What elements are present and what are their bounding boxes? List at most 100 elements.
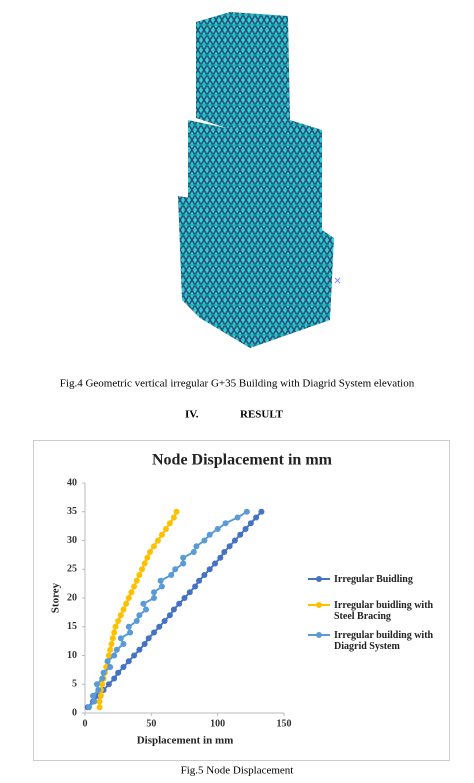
data-point	[154, 537, 161, 544]
data-point	[125, 623, 132, 630]
chart-frame	[33, 440, 450, 761]
x-tick-label: 0	[83, 718, 88, 729]
data-point	[221, 549, 228, 555]
data-point	[157, 577, 164, 584]
data-point	[192, 583, 199, 590]
data-point	[95, 687, 102, 693]
data-point	[111, 675, 118, 682]
x-tick-label: 150	[277, 718, 292, 729]
data-point	[136, 572, 143, 578]
data-point	[158, 583, 165, 590]
y-tick-label: 35	[67, 506, 77, 517]
data-point	[97, 692, 104, 699]
data-point	[131, 583, 138, 590]
data-point	[181, 595, 188, 601]
data-point	[136, 646, 143, 653]
data-point	[85, 704, 92, 711]
data-point	[180, 560, 187, 567]
data-point	[201, 572, 208, 578]
data-point	[96, 698, 103, 705]
data-point	[186, 589, 193, 596]
data-point	[143, 606, 150, 613]
data-point	[253, 514, 260, 521]
data-point	[196, 577, 203, 584]
section-title: RESULT	[240, 409, 284, 421]
building-figure	[178, 12, 341, 348]
data-point	[111, 652, 118, 659]
x-axis-label: Displacement in mm	[137, 735, 234, 747]
data-point	[113, 646, 120, 653]
y-tick-label: 20	[67, 592, 77, 603]
data-point	[140, 600, 147, 607]
y-tick-label: 10	[67, 650, 77, 661]
data-point	[222, 520, 229, 527]
data-point	[162, 526, 169, 532]
data-point	[147, 549, 154, 555]
data-point	[190, 549, 197, 555]
data-point	[107, 646, 114, 653]
data-point	[123, 600, 130, 607]
legend-label: Irregular building with Diagrid System	[334, 630, 434, 652]
data-point	[173, 508, 180, 515]
data-point	[105, 681, 112, 688]
data-point	[93, 681, 100, 688]
data-point	[120, 606, 127, 613]
legend-marker	[316, 576, 322, 582]
data-point	[99, 675, 106, 682]
data-point	[166, 520, 173, 527]
data-point	[117, 635, 124, 642]
data-point	[128, 589, 135, 596]
data-point	[212, 560, 219, 567]
data-point	[139, 566, 146, 573]
data-point	[206, 566, 213, 573]
data-point	[150, 589, 157, 596]
data-point	[180, 554, 187, 561]
y-tick-label: 0	[72, 707, 77, 718]
data-point	[214, 526, 221, 532]
data-point	[158, 531, 165, 538]
legend-marker	[316, 602, 322, 608]
data-point	[108, 641, 115, 647]
data-point	[117, 612, 124, 619]
data-point	[99, 681, 106, 688]
legend-label: Irregular Buidling	[334, 574, 413, 585]
data-point	[125, 595, 132, 601]
data-point	[144, 554, 151, 561]
data-point	[242, 526, 249, 532]
data-point	[133, 577, 140, 584]
data-point	[104, 658, 111, 665]
data-point	[258, 508, 265, 515]
y-tick-label: 15	[67, 621, 77, 632]
data-point	[115, 669, 122, 676]
data-point	[107, 664, 114, 670]
data-point	[96, 704, 103, 711]
legend-label: Irregular buidling with Steel Bracing	[334, 600, 434, 622]
x-tick-label: 100	[210, 718, 225, 729]
chart-title: Node Displacement in mm	[152, 452, 333, 469]
data-point	[100, 669, 107, 676]
data-point	[237, 531, 244, 538]
data-point	[112, 623, 119, 630]
data-point	[109, 635, 116, 642]
data-point	[156, 623, 163, 630]
y-tick-label: 30	[67, 535, 77, 546]
data-point	[115, 618, 122, 624]
data-point	[168, 572, 175, 578]
data-point	[131, 652, 138, 659]
data-point	[141, 641, 148, 647]
data-point	[111, 629, 118, 636]
data-point	[120, 641, 127, 647]
section-number: IV.	[185, 409, 199, 421]
data-point	[150, 595, 157, 601]
data-point	[161, 618, 168, 624]
data-point	[150, 629, 157, 636]
data-point	[217, 554, 224, 561]
data-point	[172, 566, 179, 573]
data-point	[231, 537, 238, 544]
data-point	[201, 537, 208, 544]
data-point	[243, 508, 250, 515]
x-tick-label: 50	[146, 718, 156, 729]
data-point	[133, 618, 140, 624]
